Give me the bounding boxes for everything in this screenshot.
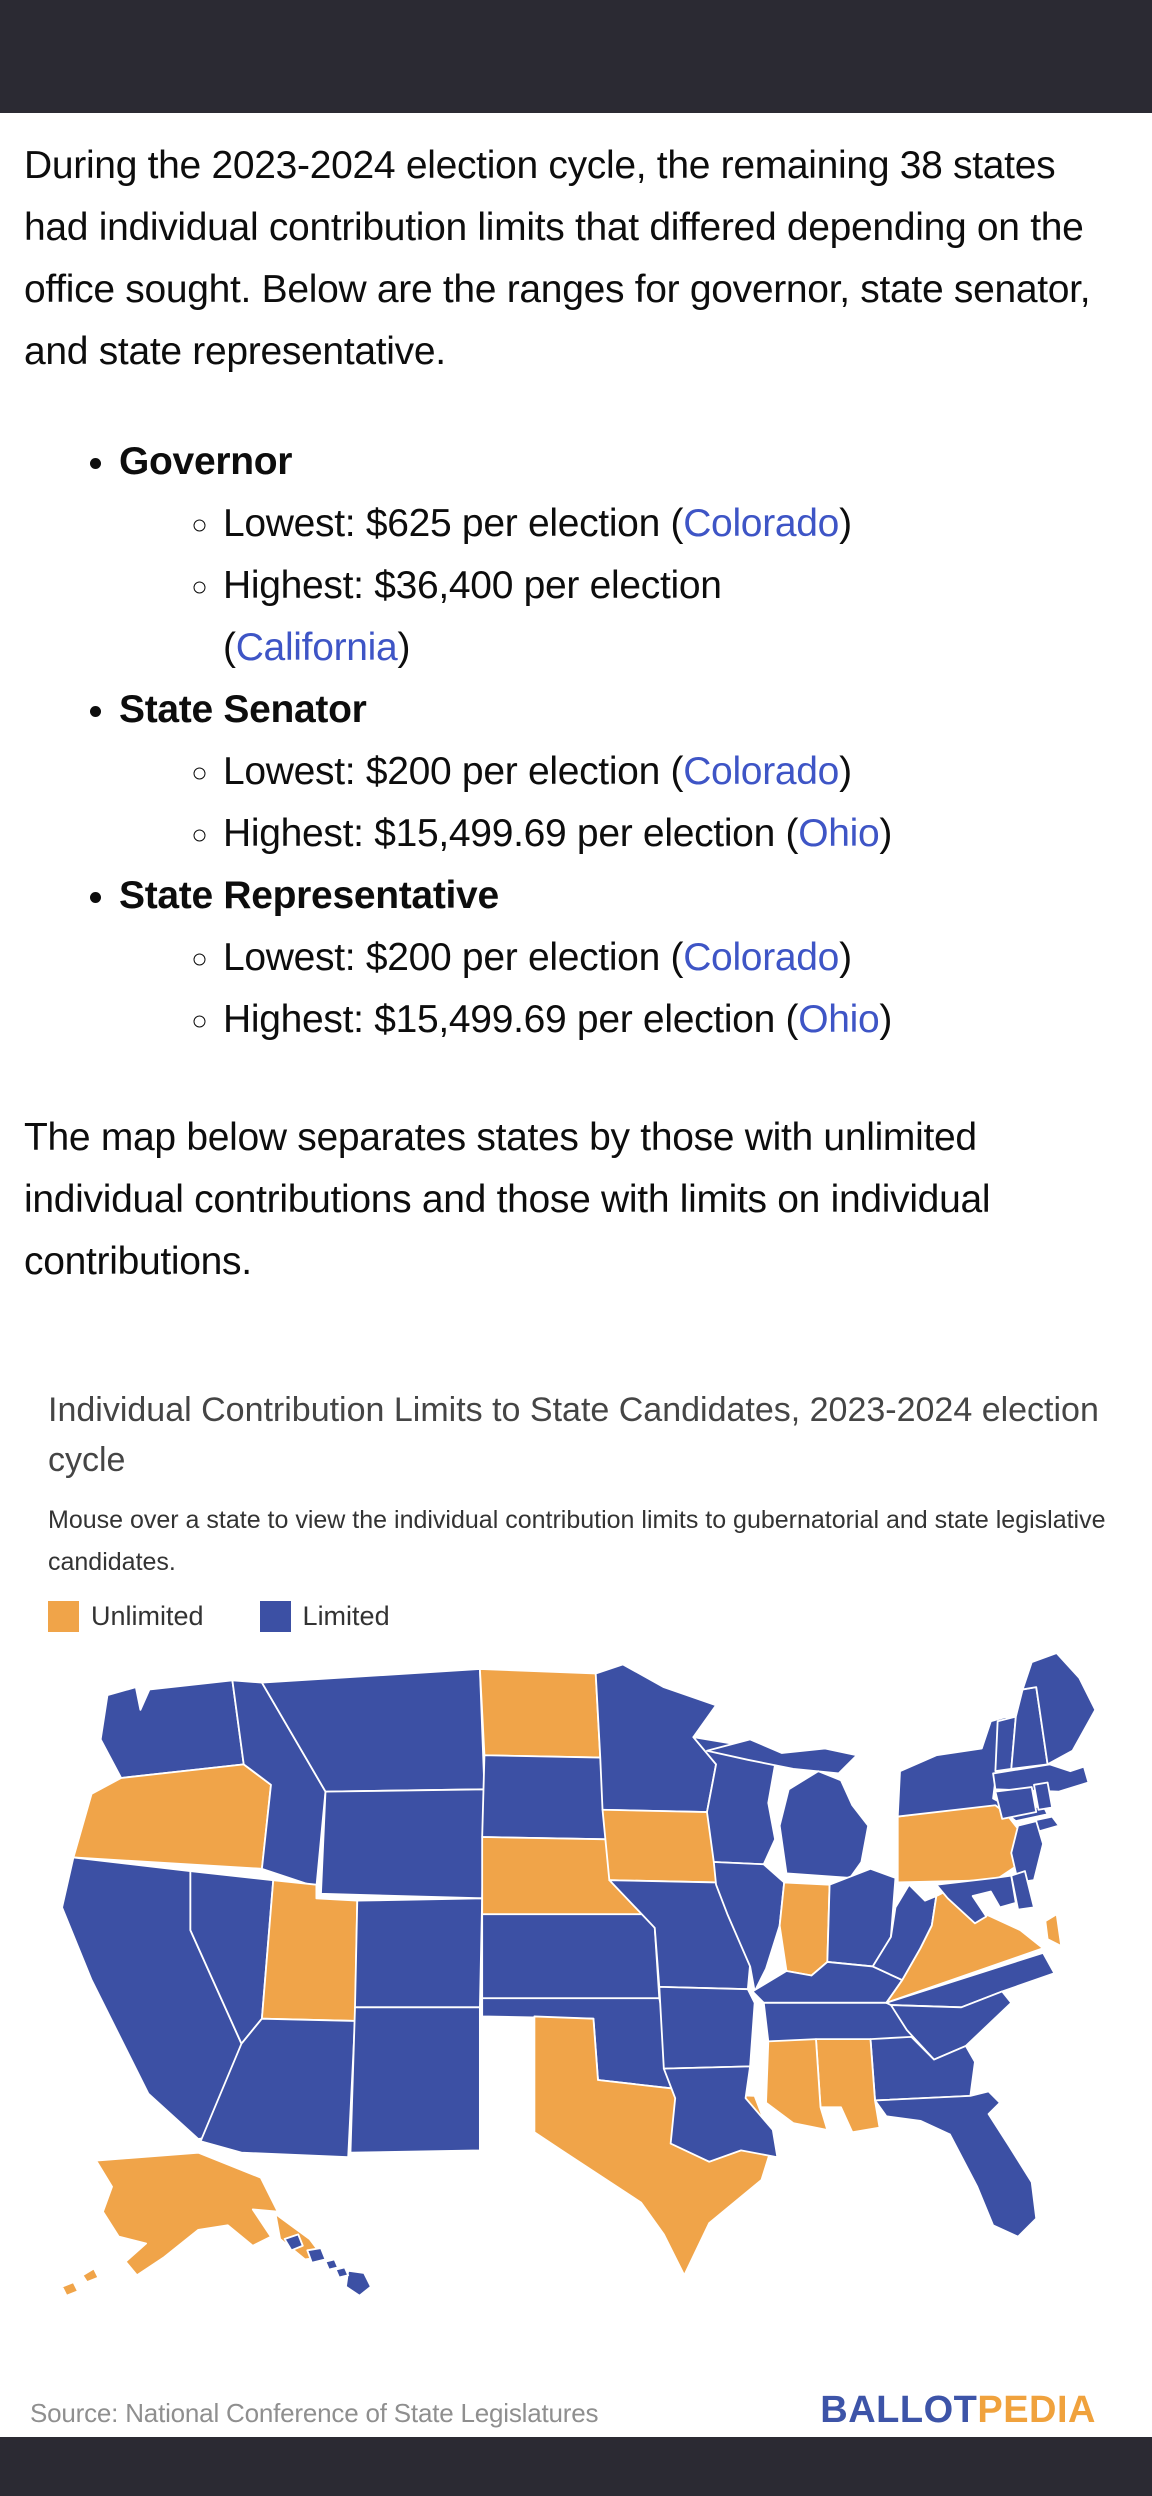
list-item: Lowest: $625 per election (Colorado)	[223, 493, 1128, 555]
map-subtitle: Mouse over a state to view the individua…	[48, 1506, 1106, 1576]
state-new-mexico[interactable]	[349, 2006, 481, 2154]
state-alaska[interactable]	[61, 2151, 325, 2297]
us-states-map[interactable]	[28, 1644, 1118, 2325]
office-limits-list: Governor Lowest: $625 per election (Colo…	[24, 431, 1128, 1051]
list-item-governor: Governor Lowest: $625 per election (Colo…	[119, 431, 1128, 679]
top-chrome-bar	[0, 0, 1152, 113]
state-connecticut[interactable]	[994, 1786, 1038, 1820]
state-louisiana[interactable]	[662, 2065, 779, 2163]
list-item-state-representative: State Representative Lowest: $200 per el…	[119, 865, 1128, 1051]
state-florida[interactable]	[874, 2090, 1038, 2238]
map-intro-paragraph: The map below separates states by those …	[24, 1116, 991, 1283]
state-link-ohio[interactable]: Ohio	[798, 998, 880, 1041]
map-legend: Unlimited Limited	[48, 1601, 1128, 1632]
state-texas[interactable]	[533, 2015, 774, 2277]
map-title: Individual Contribution Limits to State …	[48, 1391, 1099, 1479]
state-iowa[interactable]	[601, 1808, 727, 1884]
state-illinois[interactable]	[712, 1861, 786, 1993]
state-new-jersey[interactable]	[1010, 1820, 1044, 1884]
intro-paragraph: During the 2023-2024 election cycle, the…	[24, 144, 1091, 373]
state-link-colorado[interactable]: Colorado	[683, 750, 840, 793]
state-wyoming[interactable]	[320, 1788, 486, 1900]
office-name: State Senator	[119, 688, 367, 731]
state-mississippi[interactable]	[765, 2038, 829, 2131]
state-maine[interactable]	[1021, 1652, 1097, 1766]
list-item-state-senator: State Senator Lowest: $200 per election …	[119, 679, 1128, 865]
list-item: Highest: $15,499.69 per election (Ohio)	[223, 803, 1128, 865]
state-maryland[interactable]	[935, 1874, 1017, 1925]
state-oregon[interactable]	[72, 1763, 272, 1870]
state-link-ohio[interactable]: Ohio	[798, 812, 880, 855]
state-colorado[interactable]	[354, 1897, 484, 2009]
map-footer: Source: National Conference of State Leg…	[30, 2389, 1096, 2432]
list-item: Highest: $36,400 per election(California…	[223, 555, 1128, 679]
state-kansas[interactable]	[481, 1913, 661, 2000]
list-item: Highest: $15,499.69 per election (Ohio)	[223, 989, 1128, 1051]
state-south-dakota[interactable]	[481, 1754, 608, 1841]
state-south-carolina[interactable]	[890, 1990, 1013, 2061]
state-north-dakota[interactable]	[478, 1668, 602, 1759]
ballotpedia-logo: BALLOTPEDIA	[820, 2389, 1096, 2431]
state-washington[interactable]	[99, 1679, 245, 1779]
legend-swatch-limited	[259, 1601, 291, 1632]
state-michigan[interactable]	[706, 1738, 870, 1879]
office-name: Governor	[119, 440, 293, 483]
legend-label-limited: Limited	[302, 1601, 390, 1631]
source-attribution: Source: National Conference of State Leg…	[30, 2398, 599, 2428]
list-item: Lowest: $200 per election (Colorado)	[223, 741, 1128, 803]
state-link-colorado[interactable]: Colorado	[683, 936, 840, 979]
article-body: During the 2023-2024 election cycle, the…	[0, 135, 1152, 2325]
state-link-colorado[interactable]: Colorado	[683, 502, 840, 545]
state-hawaii[interactable]	[283, 2233, 372, 2297]
legend-swatch-unlimited	[48, 1601, 79, 1632]
state-link-california[interactable]: California	[235, 626, 398, 669]
state-arkansas[interactable]	[658, 1985, 756, 2070]
state-alabama[interactable]	[815, 2038, 881, 2134]
list-item: Lowest: $200 per election (Colorado)	[223, 927, 1128, 989]
legend-label-unlimited: Unlimited	[91, 1601, 204, 1631]
office-name: State Representative	[119, 874, 499, 917]
state-indiana[interactable]	[778, 1881, 831, 1977]
state-rhode-island[interactable]	[1033, 1781, 1054, 1811]
map-widget: Individual Contribution Limits to State …	[24, 1385, 1128, 2325]
state-delaware[interactable]	[1010, 1870, 1035, 1911]
state-utah[interactable]	[260, 1879, 359, 2022]
bottom-chrome-bar	[0, 2437, 1152, 2496]
